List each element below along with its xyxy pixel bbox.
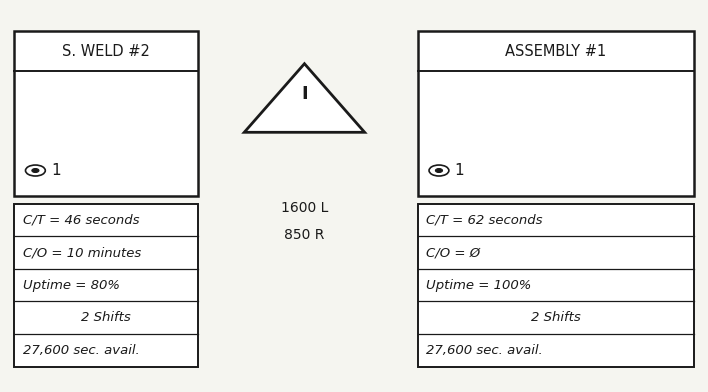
Text: C/T = 46 seconds: C/T = 46 seconds [23,214,139,227]
Text: C/T = 62 seconds: C/T = 62 seconds [426,214,543,227]
Circle shape [435,169,442,172]
Circle shape [429,165,449,176]
Text: Uptime = 80%: Uptime = 80% [23,279,120,292]
Text: 27,600 sec. avail.: 27,600 sec. avail. [23,344,139,357]
Text: Uptime = 100%: Uptime = 100% [426,279,532,292]
Text: C/O = 10 minutes: C/O = 10 minutes [23,246,141,259]
Bar [418,204,694,367]
Circle shape [32,169,39,172]
Bar [14,31,198,196]
Text: 850 R: 850 R [284,228,325,242]
Text: 1: 1 [455,163,464,178]
Circle shape [25,165,45,176]
Text: 27,600 sec. avail.: 27,600 sec. avail. [426,344,543,357]
Text: 1: 1 [51,163,61,178]
Text: C/O = Ø: C/O = Ø [426,246,480,259]
Text: S. WELD #2: S. WELD #2 [62,44,150,59]
Text: I: I [301,85,308,103]
Text: 1600 L: 1600 L [281,201,328,215]
Bar [14,204,198,367]
Bar [418,31,694,196]
Text: 2 Shifts: 2 Shifts [81,311,131,324]
Text: 2 Shifts: 2 Shifts [531,311,581,324]
Text: ASSEMBLY #1: ASSEMBLY #1 [505,44,607,59]
Polygon shape [244,64,365,132]
